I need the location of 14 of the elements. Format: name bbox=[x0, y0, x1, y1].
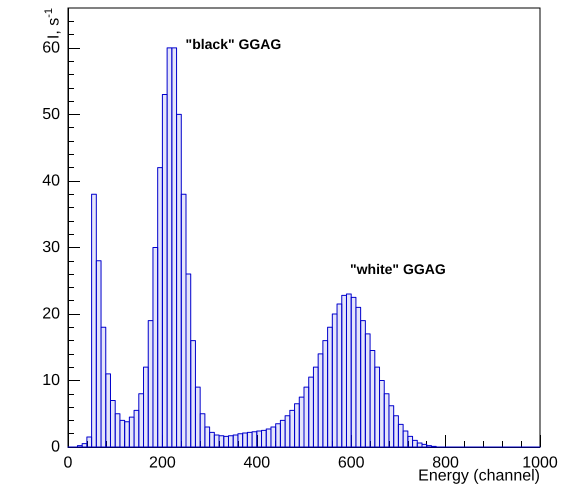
annotation: "black" GGAG bbox=[186, 36, 282, 52]
x-tick-label: 800 bbox=[432, 454, 460, 472]
y-tick-label: 50 bbox=[42, 106, 60, 123]
x-tick-label: 600 bbox=[338, 454, 365, 472]
y-tick-label: 60 bbox=[42, 39, 60, 56]
x-tick-label: 0 bbox=[64, 454, 73, 472]
y-tick-label: 20 bbox=[42, 305, 60, 322]
x-tick-label: 400 bbox=[243, 454, 270, 472]
annotation: "white" GGAG bbox=[350, 261, 446, 277]
y-tick-label: 10 bbox=[42, 372, 60, 389]
y-tick-label: 0 bbox=[51, 438, 60, 456]
y-tick-label: 40 bbox=[42, 172, 60, 190]
x-tick-label: 200 bbox=[149, 454, 176, 472]
y-tick-label: 30 bbox=[42, 238, 60, 256]
